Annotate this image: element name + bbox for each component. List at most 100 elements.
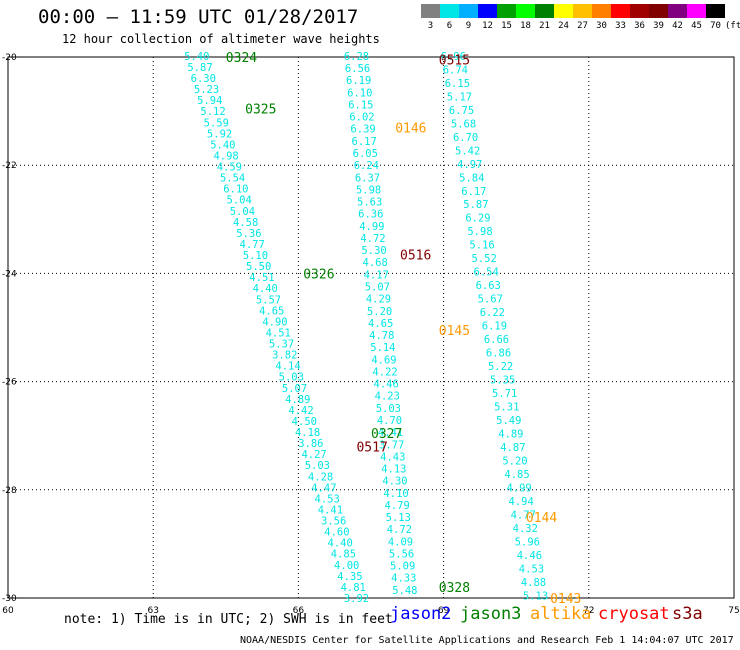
color-scale-label: 3 (427, 21, 434, 31)
wave-height-value: 4.27 (301, 449, 326, 461)
wave-height-value: 4.40 (328, 538, 353, 550)
color-swatch (497, 4, 516, 18)
wave-height-value: 5.40 (184, 51, 209, 63)
wave-height-value: 6.10 (347, 87, 372, 99)
wave-height-value: 4.32 (513, 523, 538, 535)
wave-height-value: 4.42 (288, 405, 313, 417)
color-scale-label: 45 (691, 21, 702, 31)
wave-height-value: 4.35 (337, 571, 362, 583)
color-swatch (668, 4, 687, 18)
wave-height-value: 6.02 (349, 112, 374, 124)
legend-s3a: s3a (672, 604, 703, 624)
color-scale-label: 70 (710, 21, 721, 31)
wave-height-value: 5.35 (490, 375, 515, 387)
wave-height-value: 5.59 (204, 117, 229, 129)
wave-height-value: 5.42 (455, 145, 480, 157)
wave-height-value: 4.85 (504, 469, 529, 481)
wave-height-value: 5.04 (230, 206, 255, 218)
pass-label: 0143 (550, 592, 581, 607)
wave-height-value: 5.36 (236, 228, 261, 240)
wave-height-value: 5.10 (243, 250, 268, 262)
pass-label: 0328 (439, 581, 470, 596)
wave-height-value: 6.17 (461, 186, 486, 198)
color-scale-label: 33 (615, 21, 626, 31)
wave-height-value: 4.53 (314, 493, 339, 505)
wave-height-value: 5.87 (463, 199, 488, 211)
wave-height-value: 4.77 (240, 239, 265, 251)
wave-height-value: 4.72 (360, 233, 385, 245)
wave-height-value: 6.86 (486, 348, 511, 360)
wave-height-value: 4.58 (233, 217, 258, 229)
color-scale-label: 36 (634, 21, 645, 31)
wave-height-value: 4.79 (385, 500, 410, 512)
color-swatch (535, 4, 554, 18)
wave-height-value: 6.17 (352, 136, 377, 148)
wave-height-value: 5.92 (207, 128, 232, 140)
pass-label: 0144 (526, 511, 557, 526)
wave-height-value: 4.33 (391, 573, 416, 585)
color-scale-label: 12 (482, 21, 493, 31)
wave-height-value: 6.24 (354, 160, 379, 172)
page-title: 00:00 — 11:59 UTC 01/28/2017 (38, 6, 359, 28)
color-scale-label: 9 (465, 21, 472, 31)
wave-height-value: 4.97 (457, 159, 482, 171)
wave-height-value: 5.40 (210, 139, 235, 151)
color-scale-label: 15 (501, 21, 512, 31)
wave-height-value: 6.96 (441, 51, 466, 63)
wave-height-value: 5.20 (502, 455, 527, 467)
wave-height-value: 5.17 (447, 91, 472, 103)
legend-jason2: jason2 (390, 604, 452, 624)
color-swatch (630, 4, 649, 18)
x-tick-label: 69 (438, 606, 450, 616)
x-tick-label: 75 (728, 606, 739, 616)
x-tick-label: 72 (583, 606, 594, 616)
wave-height-value: 5.04 (226, 195, 251, 207)
y-tick-label: -30 (2, 594, 17, 604)
legend-jason3: jason3 (460, 604, 522, 624)
wave-height-value: 6.66 (484, 334, 509, 346)
y-tick-label: -24 (2, 269, 17, 279)
wave-height-value: 6.56 (345, 63, 370, 75)
wave-height-value: 6.10 (223, 184, 248, 196)
wave-height-value: 4.65 (368, 318, 393, 330)
wave-height-value: 4.28 (308, 471, 333, 483)
color-swatch (554, 4, 573, 18)
wave-height-value: 6.74 (443, 64, 468, 76)
wave-height-value: 4.88 (521, 577, 546, 589)
wave-height-value: 3.56 (321, 516, 346, 528)
wave-height-value: 5.84 (459, 172, 484, 184)
wave-height-value: 5.22 (488, 361, 513, 373)
wave-height-value: 4.89 (285, 394, 310, 406)
color-scale-label: 39 (653, 21, 664, 31)
wave-height-value: 4.78 (369, 330, 394, 342)
wave-height-value: 4.59 (217, 162, 242, 174)
wave-height-value: 5.68 (451, 118, 476, 130)
wave-height-value: 4.22 (372, 366, 397, 378)
wave-height-value: 5.50 (246, 261, 271, 273)
pass-label: 0325 (245, 102, 276, 117)
page-subtitle: 12 hour collection of altimeter wave hei… (62, 32, 380, 46)
color-swatch (706, 4, 725, 18)
pass-label: 0517 (356, 441, 387, 456)
wave-height-value: 5.07 (282, 383, 307, 395)
wave-height-value: 5.54 (220, 173, 245, 185)
wave-height-value: 4.10 (383, 488, 408, 500)
wave-height-value: 4.40 (253, 283, 278, 295)
wave-height-value: 5.20 (367, 306, 392, 318)
wave-height-value: 6.30 (191, 73, 216, 85)
wave-height-value: 4.72 (387, 524, 412, 536)
wave-height-value: 6.29 (465, 213, 490, 225)
wave-height-value: 4.99 (359, 221, 384, 233)
wave-height-value: 3.82 (272, 350, 297, 362)
color-swatch (459, 4, 478, 18)
wave-height-value: 5.03 (376, 403, 401, 415)
color-swatch (516, 4, 535, 18)
wave-height-value: 5.09 (390, 561, 415, 573)
x-tick-label: 66 (293, 606, 305, 616)
color-scale-label: 27 (577, 21, 588, 31)
wave-height-value: 5.49 (496, 415, 521, 427)
wave-height-value: 4.50 (292, 416, 317, 428)
color-swatch (440, 4, 459, 18)
color-scale-label: 42 (672, 21, 683, 31)
